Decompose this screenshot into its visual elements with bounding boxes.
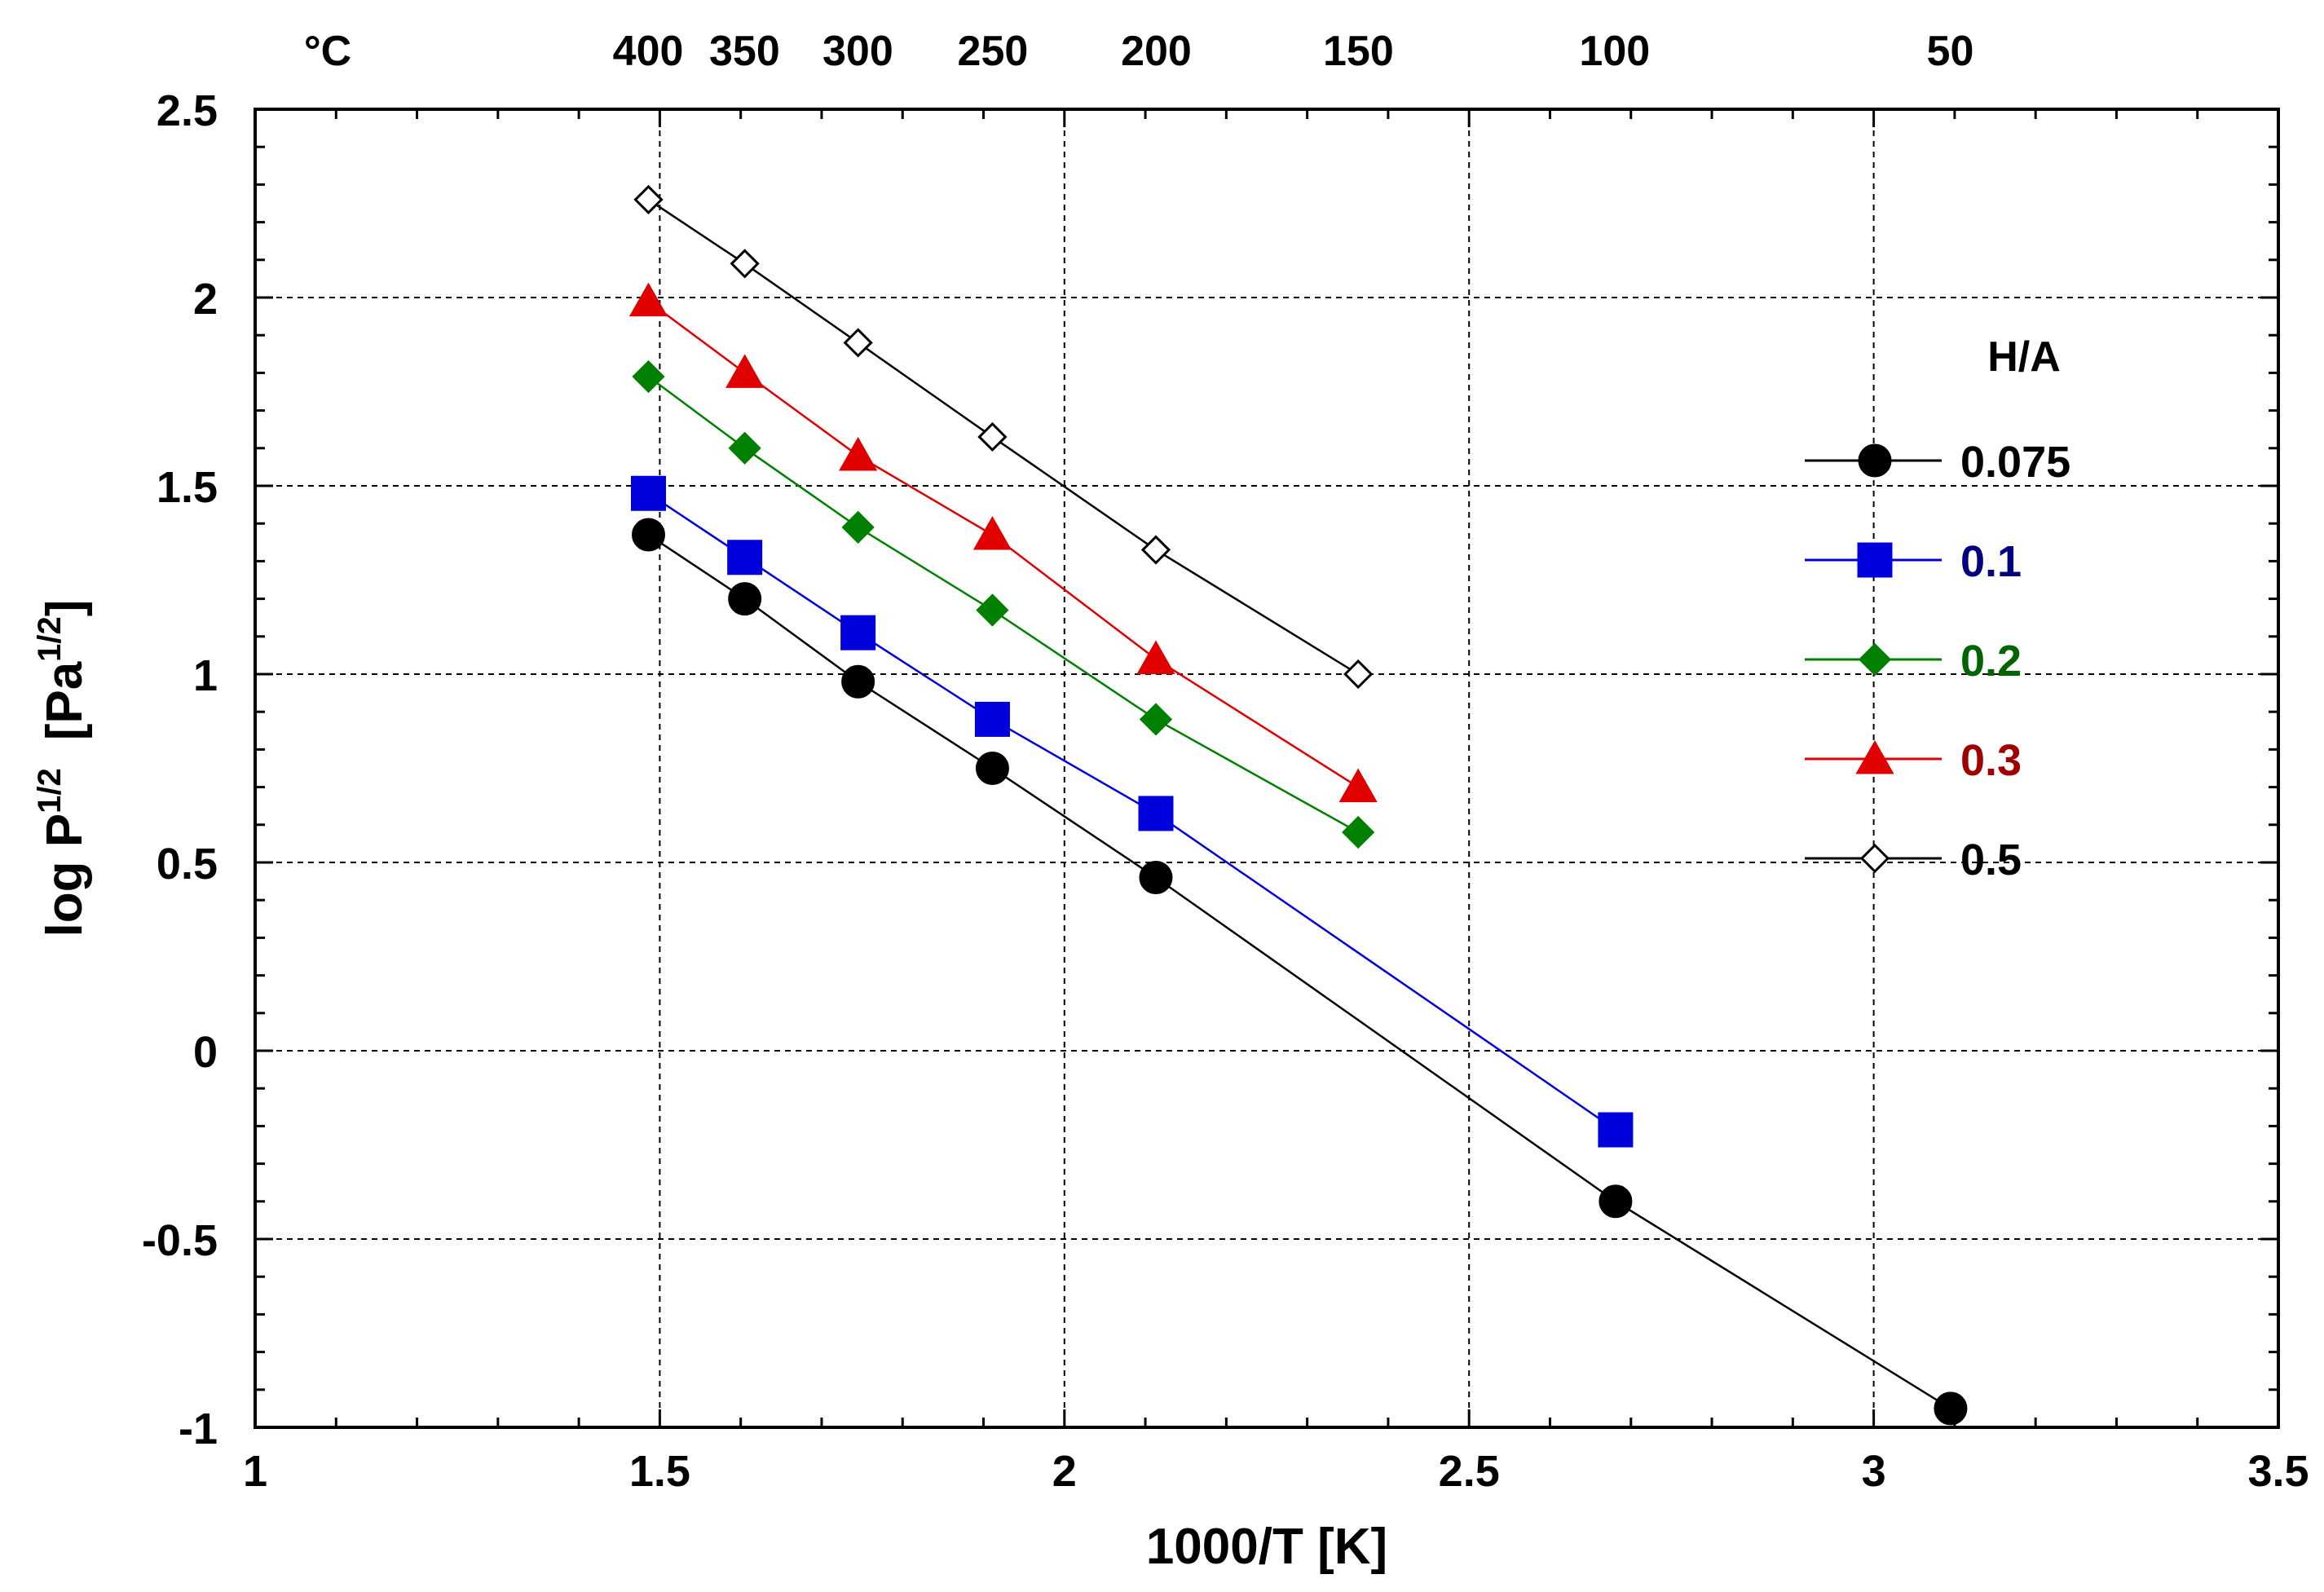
x-tick-label: 2.5 — [1439, 1447, 1500, 1496]
x-tick-label: 3 — [1862, 1447, 1886, 1496]
data-point-diamond — [1858, 642, 1892, 677]
top-axis-tick-label: 150 — [1323, 28, 1394, 75]
legend-label: 0.1 — [1960, 537, 2022, 586]
y-axis-title-unit-superscript: 1/2 — [32, 616, 68, 662]
x-axis-title: 1000/T [K] — [1146, 1519, 1387, 1575]
data-point-circle — [975, 752, 1009, 785]
data-point-square — [1138, 796, 1174, 831]
data-point-triangle — [1136, 640, 1175, 675]
series-0.1 — [631, 475, 1634, 1148]
x-tick-label: 3.5 — [2247, 1447, 2309, 1496]
y-tick-label: 1 — [193, 651, 218, 700]
y-tick-label: 1.5 — [157, 463, 218, 512]
data-point-square — [1857, 542, 1893, 578]
top-axis-tick-label: 300 — [822, 28, 893, 75]
data-point-diamond — [730, 249, 760, 279]
legend-entry: 0.3 — [1805, 736, 2022, 785]
y-tick-label: 2.5 — [157, 86, 218, 135]
data-point-triangle — [628, 282, 668, 317]
data-point-circle — [1599, 1184, 1633, 1219]
top-axis-tick-label: 50 — [1927, 28, 1974, 75]
legend-label: 0.2 — [1960, 637, 2022, 686]
data-point-square — [631, 475, 667, 511]
data-point-triangle — [839, 437, 878, 471]
legend-entry: 0.075 — [1805, 438, 2070, 487]
x-tick-label: 1 — [243, 1447, 267, 1496]
top-axis-tick-label: 200 — [1121, 28, 1192, 75]
data-point-square — [840, 615, 876, 650]
y-tick-label: -0.5 — [142, 1216, 218, 1265]
axis-ticks — [254, 108, 2280, 1429]
data-point-circle — [728, 582, 762, 616]
data-point-diamond — [1140, 535, 1171, 565]
y-tick-label: 0 — [193, 1028, 218, 1077]
y-axis-title-superscript: 1/2 — [32, 768, 68, 814]
data-point-diamond — [1859, 843, 1890, 874]
top-axis-tick-label: 400 — [613, 28, 684, 75]
data-point-triangle — [1855, 739, 1894, 774]
data-point-diamond — [632, 359, 665, 394]
x-tick-labels: 1 1.5 2 2.5 3 3.5 — [243, 1447, 2309, 1496]
legend-entry: 0.2 — [1805, 637, 2022, 686]
data-point-circle — [1934, 1391, 1968, 1426]
data-point-diamond — [976, 593, 1009, 627]
top-axis-tick-label: 350 — [709, 28, 780, 75]
y-tick-label: -1 — [179, 1405, 218, 1453]
data-point-diamond — [1342, 815, 1375, 849]
legend-title: H/A — [1987, 333, 2061, 381]
data-point-triangle — [1338, 768, 1378, 803]
series-line — [647, 376, 1359, 834]
top-axis-unit-label: °C — [304, 28, 351, 75]
top-axis-tick-label: 250 — [958, 28, 1029, 75]
series-line — [647, 198, 1359, 676]
series-line — [647, 300, 1359, 788]
data-point-diamond — [977, 421, 1008, 452]
data-point-circle — [841, 664, 875, 699]
data-point-diamond — [728, 431, 761, 465]
data-point-triangle — [725, 354, 765, 388]
data-point-diamond — [843, 328, 873, 358]
y-tick-label: 2 — [193, 275, 218, 324]
series-layer — [628, 184, 1968, 1426]
legend: H/A 0.075 0.1 0.2 0.3 0.5 — [1805, 333, 2070, 884]
data-point-diamond — [841, 510, 875, 544]
data-point-circle — [632, 518, 666, 552]
legend-entry: 0.5 — [1805, 836, 2022, 884]
series-0.3 — [628, 282, 1378, 803]
x-tick-label: 1.5 — [629, 1447, 690, 1496]
data-point-triangle — [972, 516, 1012, 550]
data-point-square — [1598, 1112, 1634, 1148]
top-axis-tick-label: 100 — [1579, 28, 1650, 75]
y-tick-label: 0.5 — [157, 840, 218, 889]
top-temperature-axis: °C 400 350 300 250 200 150 100 50 — [304, 28, 1974, 75]
y-tick-labels: -1 -0.5 0 0.5 1 1.5 2 2.5 — [142, 86, 218, 1453]
legend-label: 0.075 — [1960, 438, 2070, 487]
data-point-circle — [1139, 860, 1173, 894]
series-0.2 — [632, 359, 1375, 849]
legend-label: 0.5 — [1960, 836, 2022, 884]
series-0.075 — [632, 518, 1968, 1426]
data-point-circle — [1858, 443, 1892, 478]
data-point-square — [727, 540, 763, 576]
legend-label: 0.3 — [1960, 736, 2022, 785]
plot-frame — [254, 108, 2280, 1429]
series-0.5 — [633, 184, 1374, 690]
data-point-square — [974, 701, 1010, 737]
data-point-diamond — [1139, 703, 1173, 736]
x-tick-label: 2 — [1052, 1447, 1077, 1496]
legend-entry: 0.1 — [1805, 537, 2022, 586]
data-point-diamond — [633, 184, 664, 215]
y-axis-title-main: log P — [37, 814, 93, 937]
data-point-diamond — [1343, 659, 1374, 690]
y-axis-title-unit: [Pa — [37, 661, 93, 740]
y-axis-title: log P1/2[Pa1/2] — [32, 600, 93, 937]
y-axis-title-unit-close: ] — [37, 600, 93, 617]
